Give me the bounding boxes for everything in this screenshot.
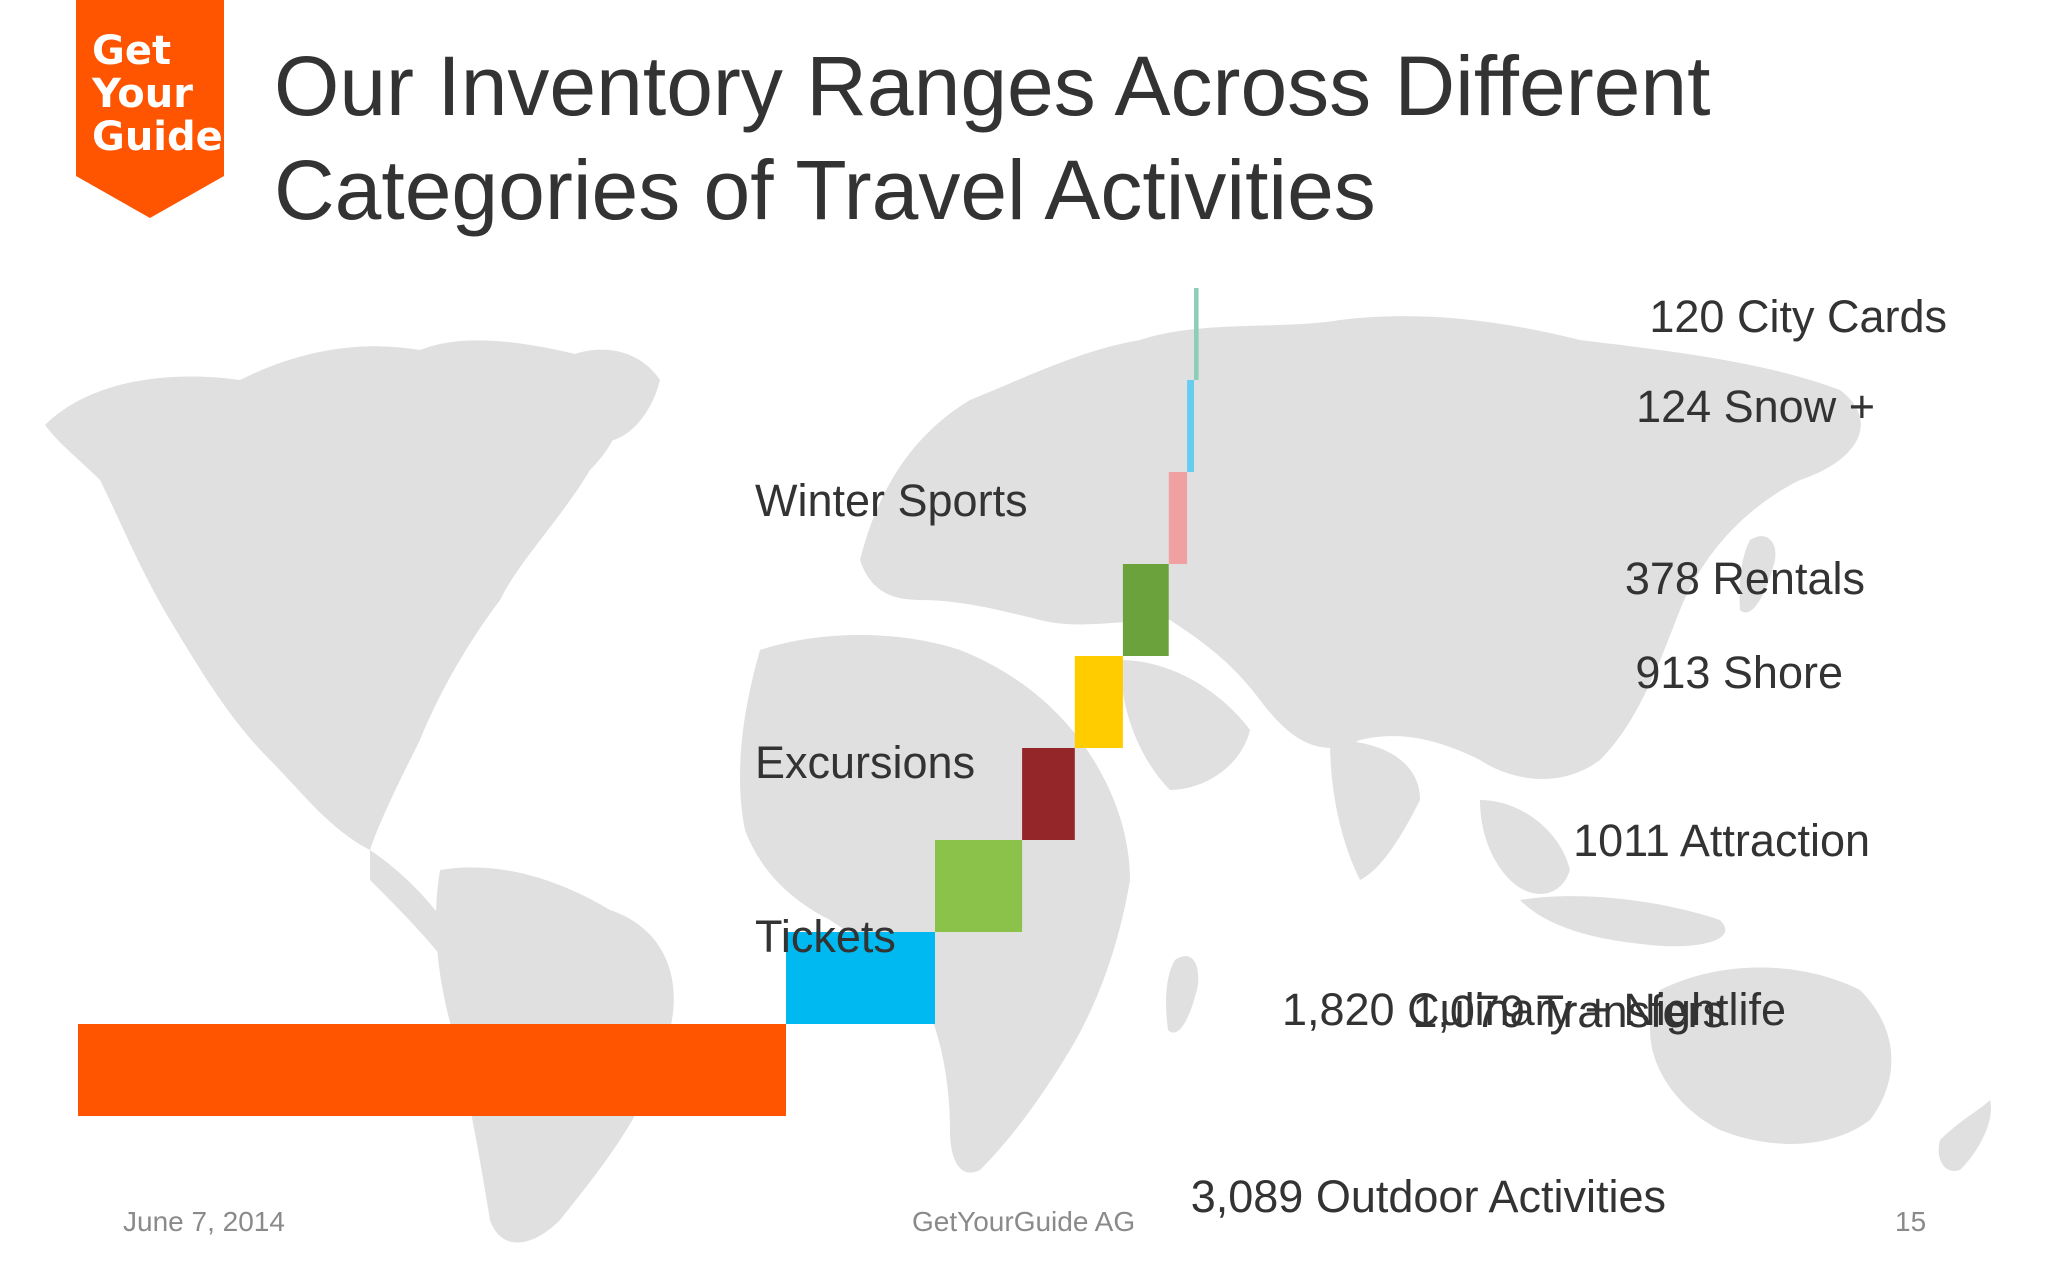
greenland-shape bbox=[560, 349, 660, 442]
central-america-shape bbox=[370, 850, 455, 957]
footer-date: June 7, 2014 bbox=[123, 1206, 285, 1237]
bar-attraction bbox=[1074, 656, 1123, 748]
title-line-1: Our Inventory Ranges Across Different bbox=[274, 39, 1711, 133]
bar-rentals bbox=[1168, 472, 1188, 564]
category-label: Tickets bbox=[755, 911, 896, 962]
arabia-shape bbox=[1120, 660, 1250, 790]
value-label: 913 Shore bbox=[1635, 647, 1843, 698]
value-label: 3,089 Outdoor Activities bbox=[1191, 1171, 1666, 1222]
europe-asia-shape bbox=[860, 316, 1861, 779]
bar-transfers bbox=[1022, 748, 1075, 840]
bar-snow- bbox=[1187, 380, 1194, 472]
bar-tickets bbox=[786, 932, 935, 1024]
bar-outdoor-activities bbox=[78, 1024, 786, 1116]
indonesia-shape bbox=[1520, 896, 1726, 947]
logo-shape bbox=[76, 0, 224, 218]
value-label: 120 City Cards bbox=[1649, 291, 1947, 342]
logo-text: Get Your Guide bbox=[92, 30, 232, 159]
logo-badge bbox=[76, 0, 224, 218]
footer-page-number: 15 bbox=[1895, 1206, 1927, 1237]
footer-company: GetYourGuide AG bbox=[912, 1206, 1136, 1237]
north-america-shape bbox=[45, 340, 623, 850]
new-zealand-shape bbox=[1938, 1100, 1991, 1171]
category-label: Excursions bbox=[755, 737, 975, 788]
title-line-2: Categories of Travel Activities bbox=[274, 143, 1376, 237]
india-shape bbox=[1330, 740, 1420, 880]
bar-city-cards bbox=[1194, 288, 1199, 380]
bar-culinary-nightlife bbox=[935, 840, 1023, 932]
value-label: 1,079 Transfers bbox=[1412, 986, 1725, 1037]
value-label: 1011 Attraction bbox=[1573, 815, 1870, 866]
madagascar-shape bbox=[1166, 956, 1199, 1033]
bar-shore bbox=[1122, 564, 1169, 656]
category-label: Winter Sports bbox=[755, 475, 1028, 526]
slide-title: Our Inventory Ranges Across Different Ca… bbox=[274, 34, 1874, 242]
southeast-asia-shape bbox=[1480, 800, 1570, 894]
value-label: 378 Rentals bbox=[1625, 553, 1865, 604]
japan-shape bbox=[1739, 536, 1776, 613]
logo-line-3: Guide bbox=[92, 114, 223, 160]
value-label: 124 Snow + bbox=[1636, 381, 1875, 432]
value-label: 1,820 Culinary + Nightlife bbox=[1282, 984, 1786, 1035]
logo-line-1: Get bbox=[92, 28, 172, 74]
australia-shape bbox=[1650, 967, 1892, 1144]
logo-line-2: Your bbox=[92, 71, 193, 117]
